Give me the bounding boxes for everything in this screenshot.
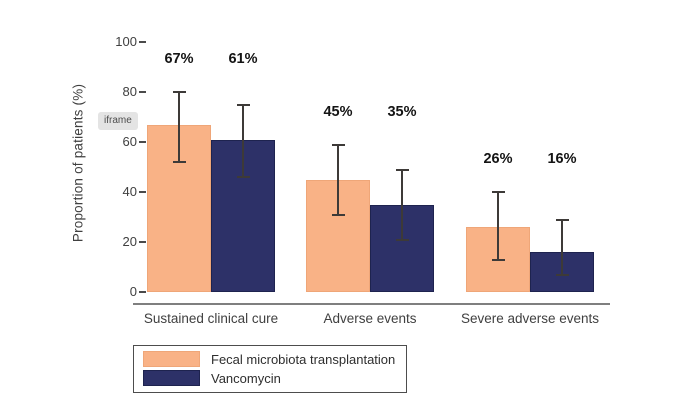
- error-bar-cap: [395, 168, 409, 171]
- y-tick-label: 80: [122, 84, 137, 99]
- value-label: 35%: [387, 103, 417, 120]
- error-bar: [242, 104, 244, 177]
- value-label: 67%: [164, 51, 194, 67]
- error-bar-cap: [555, 218, 569, 221]
- legend-item: Fecal microbiota transplantation: [143, 351, 395, 367]
- error-bar-cap: [172, 91, 186, 93]
- y-tick-mark: [139, 291, 146, 293]
- y-axis-title: Proportion of patients (%): [70, 83, 86, 243]
- legend-label: Vancomycin: [211, 370, 281, 386]
- error-bar: [497, 192, 499, 260]
- value-label: 61%: [228, 51, 258, 67]
- value-label: 26%: [483, 151, 513, 167]
- bar: [211, 139, 275, 292]
- x-axis-category-label: Adverse events: [323, 311, 417, 326]
- error-bar-cap: [491, 191, 505, 193]
- value-label: 16%: [547, 151, 577, 167]
- legend-label: Fecal microbiota transplantation: [211, 351, 396, 367]
- x-axis-line: [133, 303, 610, 305]
- error-bar: [401, 169, 403, 240]
- error-bar-cap: [491, 258, 505, 261]
- error-bar: [337, 144, 339, 215]
- y-tick-label: 40: [122, 184, 137, 199]
- y-tick-label: 20: [122, 234, 137, 249]
- y-tick-mark: [139, 141, 146, 143]
- x-axis-category-label: Severe adverse events: [460, 311, 600, 326]
- y-tick-mark: [139, 191, 146, 193]
- y-tick-mark: [139, 41, 146, 43]
- error-bar-cap: [555, 273, 569, 276]
- y-tick-label: 60: [122, 134, 137, 149]
- y-tick-label: 100: [115, 34, 137, 49]
- error-bar-cap: [236, 103, 250, 106]
- legend: Fecal microbiota transplantation Vancomyc…: [133, 345, 408, 393]
- error-bar-cap: [331, 213, 345, 216]
- iframe-badge: iframe: [98, 112, 138, 130]
- legend-swatch: [143, 370, 200, 386]
- x-axis-category-label: Sustained clinical cure: [143, 311, 279, 326]
- legend-swatch: [143, 351, 200, 367]
- error-bar: [561, 219, 563, 275]
- error-bar-cap: [172, 161, 186, 163]
- y-tick-label: 0: [129, 284, 137, 299]
- error-bar-cap: [331, 143, 345, 146]
- y-tick-mark: [139, 241, 146, 243]
- error-bar: [178, 92, 180, 162]
- error-bar-cap: [236, 176, 250, 178]
- value-label: 45%: [323, 103, 353, 120]
- legend-item: Vancomycin: [143, 370, 395, 386]
- error-bar-cap: [395, 238, 409, 241]
- y-tick-mark: [139, 91, 146, 93]
